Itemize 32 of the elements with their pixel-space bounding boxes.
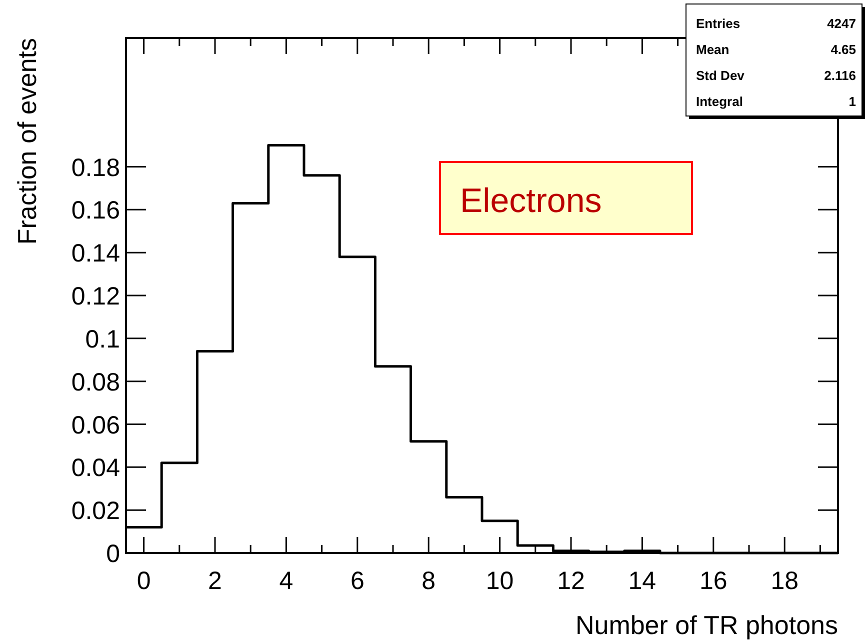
text: 1 <box>848 94 856 109</box>
annotation: Std Dev <box>696 68 746 83</box>
label-box: Electrons <box>439 161 693 235</box>
x-tick-label: 4 <box>279 567 294 595</box>
x-axis-title: Number of TR photons <box>575 610 838 640</box>
x-tick-label: 16 <box>699 567 728 595</box>
x-tick-label: 8 <box>422 567 436 595</box>
text: 4247 <box>827 16 856 31</box>
x-tick-label: 10 <box>486 567 514 595</box>
x-tick-label: 0 <box>136 567 151 595</box>
annotation: Electrons <box>460 182 602 220</box>
y-tick-label: 0.02 <box>71 497 120 526</box>
text: Entries <box>696 16 740 31</box>
annotation: Integral <box>696 94 743 109</box>
annotation: 4.65 <box>830 42 856 57</box>
y-axis-title: Fraction of events <box>12 38 42 245</box>
y-tick-label: 0.16 <box>71 196 120 225</box>
y-tick-label: 0.14 <box>71 240 120 268</box>
y-tick-label: 0.18 <box>71 154 120 182</box>
y-tick-label: 0.04 <box>71 454 120 482</box>
x-tick-label: 2 <box>208 567 222 595</box>
y-tick-label: 0.12 <box>71 282 120 310</box>
y-tick-label: 0.08 <box>71 368 120 396</box>
x-tick-label: 14 <box>628 567 656 595</box>
annotation: 2.116 <box>824 68 856 83</box>
annotation: Mean <box>696 42 730 57</box>
x-tick-label: 6 <box>350 567 364 595</box>
x-tick-label: 18 <box>770 567 799 595</box>
x-tick-label: 12 <box>557 567 585 595</box>
y-tick-label: 0 <box>106 540 120 568</box>
y-tick-label: 0.1 <box>85 325 120 354</box>
y-tick-label: 0.06 <box>71 411 120 440</box>
